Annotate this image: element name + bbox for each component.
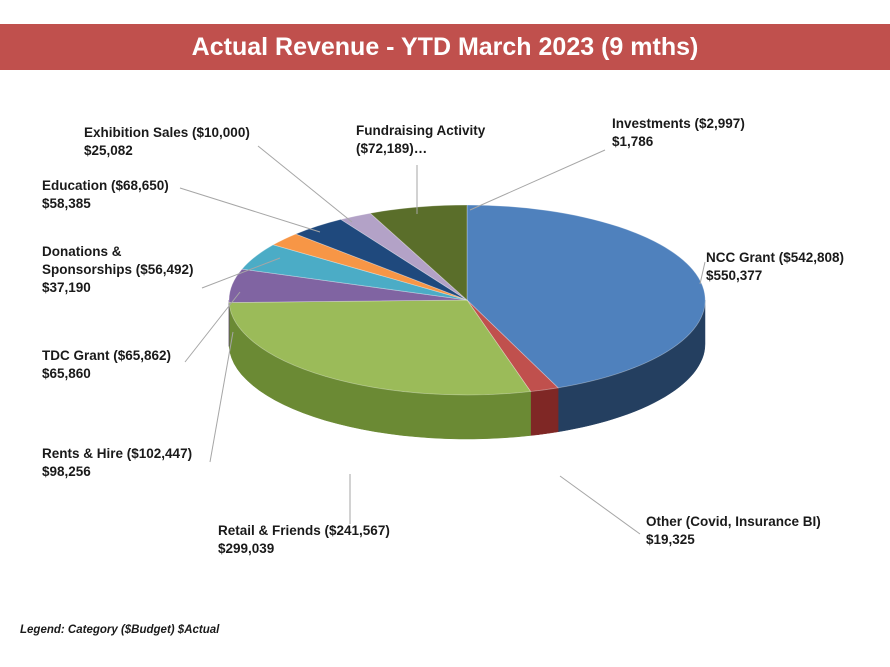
slice-label: Fundraising Activity ($72,189)… (356, 123, 486, 156)
pie-sides (228, 299, 706, 440)
leader-line (559, 475, 641, 535)
slice-label-line: Exhibition Sales ($10,000) (84, 125, 250, 140)
slice-label-line: $299,039 (218, 541, 274, 556)
pie-labels: NCC Grant ($542,808) $550,377 Other (Covid… (42, 116, 844, 556)
leader-line (469, 149, 606, 211)
slice-label-line: Donations & (42, 244, 122, 259)
leader-line (184, 291, 241, 363)
pie-slice-exhibition-sales (339, 212, 468, 301)
slice-label-line: Rents & Hire ($102,447) (42, 446, 192, 461)
slice-label-line: TDC Grant ($65,862) (42, 348, 171, 363)
leader-line (179, 187, 321, 233)
pie-slice-other-covid-insurance-bi- (466, 299, 559, 392)
leader-line (257, 145, 353, 223)
pie-slice-education (294, 218, 468, 301)
slice-label-line: $19,325 (646, 532, 695, 547)
slice-label-line: Other (Covid, Insurance BI) (646, 514, 821, 529)
slice-label: NCC Grant ($542,808) $550,377 (706, 250, 844, 283)
pie-slice-rents-hire (228, 268, 468, 303)
slice-label: Donations & Sponsorships ($56,492) $37,190 (42, 244, 194, 295)
chart-title: Actual Revenue - YTD March 2023 (9 mths) (0, 24, 890, 70)
slice-label-line: $550,377 (706, 268, 762, 283)
pie-tops (228, 204, 706, 396)
slice-label-line: Education ($68,650) (42, 178, 169, 193)
slice-label-line: $1,786 (612, 134, 654, 149)
pie-slice-donations-sponsorships (272, 233, 468, 301)
slice-label-line: Fundraising Activity (356, 123, 486, 138)
pie-slice-fundraising-activity (369, 204, 468, 301)
leader-line (699, 261, 706, 285)
slice-label: Rents & Hire ($102,447) $98,256 (42, 446, 192, 479)
slice-label-line: Sponsorships ($56,492) (42, 262, 194, 277)
leader-line (201, 257, 281, 289)
legend-note: Legend: Category ($Budget) $Actual (20, 624, 220, 636)
slice-label: Retail & Friends ($241,567) $299,039 (218, 523, 390, 556)
slice-label: Exhibition Sales ($10,000) $25,082 (84, 125, 250, 158)
slice-label-line: ($72,189)… (356, 141, 427, 156)
slice-label-line: NCC Grant ($542,808) (706, 250, 844, 265)
slice-label-line: $58,385 (42, 196, 91, 211)
slice-label-line: Retail & Friends ($241,567) (218, 523, 390, 538)
slice-label: TDC Grant ($65,862) $65,860 (42, 348, 171, 381)
slice-label-line: $25,082 (84, 143, 133, 158)
slice-label-line: $98,256 (42, 464, 91, 479)
slice-label: Investments ($2,997) $1,786 (612, 116, 745, 149)
pie-slice-retail-friends (228, 299, 532, 396)
slice-label-line: $65,860 (42, 366, 91, 381)
slice-label: Education ($68,650) $58,385 (42, 178, 169, 211)
slice-label-line: $37,190 (42, 280, 91, 295)
slice-label: Other (Covid, Insurance BI) $19,325 (646, 514, 821, 547)
leader-line (209, 331, 234, 463)
pie-slice-tdc-grant (241, 244, 468, 301)
pie-side-other-covid-insurance-bi- (530, 387, 559, 436)
slice-label-line: Investments ($2,997) (612, 116, 745, 131)
